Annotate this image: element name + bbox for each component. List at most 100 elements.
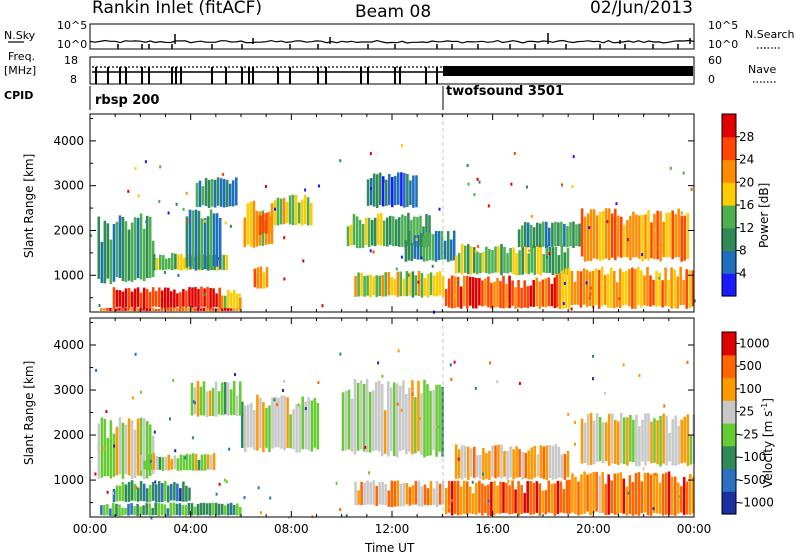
velocity-cell xyxy=(211,502,215,516)
power-speckle xyxy=(589,292,592,296)
velocity-colorbar-tick-label: -25 xyxy=(739,427,759,441)
velocity-cell xyxy=(127,503,130,516)
power-speckle xyxy=(302,259,305,263)
power-cell xyxy=(532,227,536,248)
power-speckle xyxy=(571,185,574,189)
velocity-cell xyxy=(205,503,209,515)
power-cell xyxy=(232,289,236,309)
power-cell xyxy=(643,275,646,306)
velocity-cell xyxy=(423,379,426,458)
velocity-speckle xyxy=(113,444,116,448)
power-speckle xyxy=(477,244,480,248)
power-cell xyxy=(555,274,559,308)
power-cell xyxy=(164,287,167,309)
power-cell xyxy=(218,287,221,309)
power-speckle xyxy=(224,221,227,225)
power-cell xyxy=(550,284,554,307)
power-cell xyxy=(469,276,472,306)
velocity-cell xyxy=(520,484,523,514)
power-cell xyxy=(166,307,170,311)
velocity-cell xyxy=(152,453,155,470)
velocity-cell xyxy=(133,429,137,478)
velocity-cell xyxy=(402,380,405,450)
power-cell xyxy=(649,275,652,307)
power-speckle xyxy=(339,159,342,163)
power-cell xyxy=(500,244,503,276)
velocity-cell xyxy=(356,382,360,451)
velocity-speckle xyxy=(448,505,451,509)
velocity-cell xyxy=(157,503,160,516)
power-cell xyxy=(130,308,133,311)
power-cell xyxy=(395,219,398,247)
velocity-speckle xyxy=(364,445,367,449)
power-speckle xyxy=(682,171,685,175)
power-cell xyxy=(426,273,430,298)
power-cell xyxy=(592,209,596,259)
velocity-cell xyxy=(313,398,317,448)
power-cell xyxy=(367,217,371,248)
power-cell xyxy=(106,223,110,279)
power-speckle xyxy=(487,204,490,208)
power-cell xyxy=(407,212,410,247)
power-cell xyxy=(404,240,408,262)
power-speckle xyxy=(467,182,470,186)
power-speckle xyxy=(654,228,657,232)
velocity-cell xyxy=(374,381,378,451)
power-cell xyxy=(566,226,569,248)
power-cell xyxy=(553,277,557,309)
velocity-speckle xyxy=(400,408,403,412)
velocity-cell xyxy=(103,504,106,516)
power-cell xyxy=(124,221,128,282)
power-cell xyxy=(231,180,235,207)
velocity-cell xyxy=(481,483,484,516)
velocity-cell xyxy=(601,472,604,513)
freq-tick-bottom: 8 xyxy=(70,73,77,86)
power-cell xyxy=(456,276,460,308)
velocity-colorbar-label: Velocity [m s-1] xyxy=(760,398,775,488)
power-cell xyxy=(401,214,404,247)
velocity-speckle xyxy=(434,424,437,428)
velocity-cell xyxy=(160,503,164,515)
power-speckle xyxy=(222,173,225,176)
power-cell xyxy=(412,175,415,208)
velocity-cell xyxy=(527,450,530,480)
power-speckle xyxy=(466,164,469,167)
velocity-ytick-label: 4000 xyxy=(53,338,84,352)
velocity-cell xyxy=(533,446,536,478)
power-cell xyxy=(180,253,183,271)
velocity-speckle xyxy=(471,480,474,484)
power-cell xyxy=(473,247,476,273)
velocity-cell xyxy=(118,417,122,475)
nsky-label: N.Sky xyxy=(4,29,36,42)
velocity-ytick-label: 1000 xyxy=(53,473,84,487)
power-cell xyxy=(671,210,674,260)
power-ytick-label: 3000 xyxy=(53,179,84,193)
power-speckle xyxy=(127,189,130,193)
velocity-cell xyxy=(580,474,583,515)
power-cell xyxy=(557,255,561,275)
velocity-cell xyxy=(205,391,209,418)
power-cell xyxy=(466,275,469,309)
velocity-cell xyxy=(563,454,567,480)
velocity-speckle xyxy=(288,516,290,520)
power-speckle xyxy=(181,306,184,310)
nsky-trace xyxy=(89,39,695,44)
velocity-colorbar-frame xyxy=(721,331,737,515)
velocity-cell xyxy=(662,413,665,464)
velocity-cell xyxy=(536,454,540,477)
nave-tick-bottom: 0 xyxy=(708,73,715,86)
power-speckle xyxy=(563,281,566,285)
power-cell xyxy=(438,271,442,296)
power-cell xyxy=(379,213,383,246)
nsearch-tick-top: 10^5 xyxy=(708,19,738,32)
velocity-cell xyxy=(344,391,348,451)
velocity-cell xyxy=(387,381,390,457)
velocity-cell xyxy=(372,480,375,505)
velocity-cell xyxy=(143,460,146,470)
power-cell xyxy=(259,266,263,289)
power-cell xyxy=(521,246,524,275)
power-cell xyxy=(118,307,121,311)
power-cell xyxy=(185,290,188,308)
power-cell xyxy=(183,257,186,270)
power-cell xyxy=(387,272,391,296)
